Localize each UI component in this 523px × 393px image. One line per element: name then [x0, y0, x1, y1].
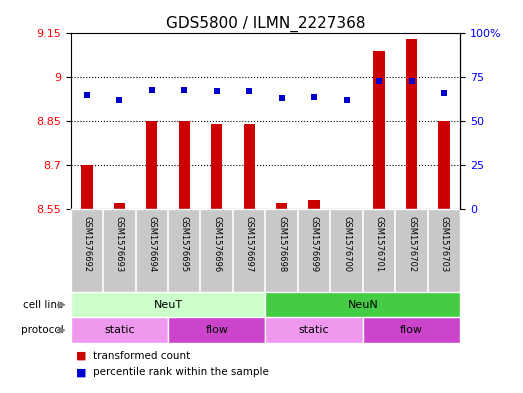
Bar — [309, 200, 320, 209]
Bar — [373, 51, 385, 209]
Bar — [71, 292, 266, 318]
Bar — [244, 124, 255, 209]
Point — [115, 97, 123, 103]
Text: ■: ■ — [76, 367, 86, 377]
Bar — [211, 124, 222, 209]
Bar — [81, 165, 93, 209]
Text: GSM1576698: GSM1576698 — [277, 216, 286, 272]
Point — [147, 86, 156, 93]
Bar — [178, 121, 190, 209]
Bar — [438, 121, 450, 209]
Text: protocol: protocol — [21, 325, 67, 335]
Bar — [363, 318, 460, 343]
Text: flow: flow — [400, 325, 423, 335]
Text: GSM1576703: GSM1576703 — [439, 216, 449, 272]
Text: static: static — [299, 325, 329, 335]
Text: NeuN: NeuN — [347, 300, 378, 310]
Text: GSM1576696: GSM1576696 — [212, 216, 221, 272]
Bar — [71, 318, 168, 343]
Bar — [168, 318, 266, 343]
Point — [180, 86, 188, 93]
Text: GSM1576694: GSM1576694 — [147, 216, 156, 272]
Text: GSM1576702: GSM1576702 — [407, 216, 416, 272]
Bar — [146, 121, 157, 209]
Bar — [276, 203, 287, 209]
Point — [407, 78, 416, 84]
Point — [212, 88, 221, 94]
Point — [245, 88, 253, 94]
Text: GSM1576695: GSM1576695 — [180, 216, 189, 272]
Text: GSM1576701: GSM1576701 — [374, 216, 383, 272]
Text: flow: flow — [205, 325, 228, 335]
Point — [375, 78, 383, 84]
Bar — [266, 292, 460, 318]
Text: GSM1576700: GSM1576700 — [342, 216, 351, 272]
Point — [440, 90, 448, 96]
Text: transformed count: transformed count — [93, 351, 190, 361]
Text: GSM1576697: GSM1576697 — [245, 216, 254, 272]
Text: NeuT: NeuT — [153, 300, 183, 310]
Title: GDS5800 / ILMN_2227368: GDS5800 / ILMN_2227368 — [166, 16, 365, 32]
Bar — [406, 39, 417, 209]
Text: cell line: cell line — [23, 300, 67, 310]
Point — [278, 95, 286, 101]
Text: ■: ■ — [76, 351, 86, 361]
Text: GSM1576693: GSM1576693 — [115, 216, 124, 272]
Text: GSM1576692: GSM1576692 — [82, 216, 92, 272]
Point — [310, 94, 319, 100]
Text: static: static — [104, 325, 134, 335]
Point — [83, 92, 91, 98]
Bar — [266, 318, 363, 343]
Text: GSM1576699: GSM1576699 — [310, 216, 319, 272]
Point — [343, 97, 351, 103]
Bar — [113, 203, 125, 209]
Text: percentile rank within the sample: percentile rank within the sample — [93, 367, 268, 377]
